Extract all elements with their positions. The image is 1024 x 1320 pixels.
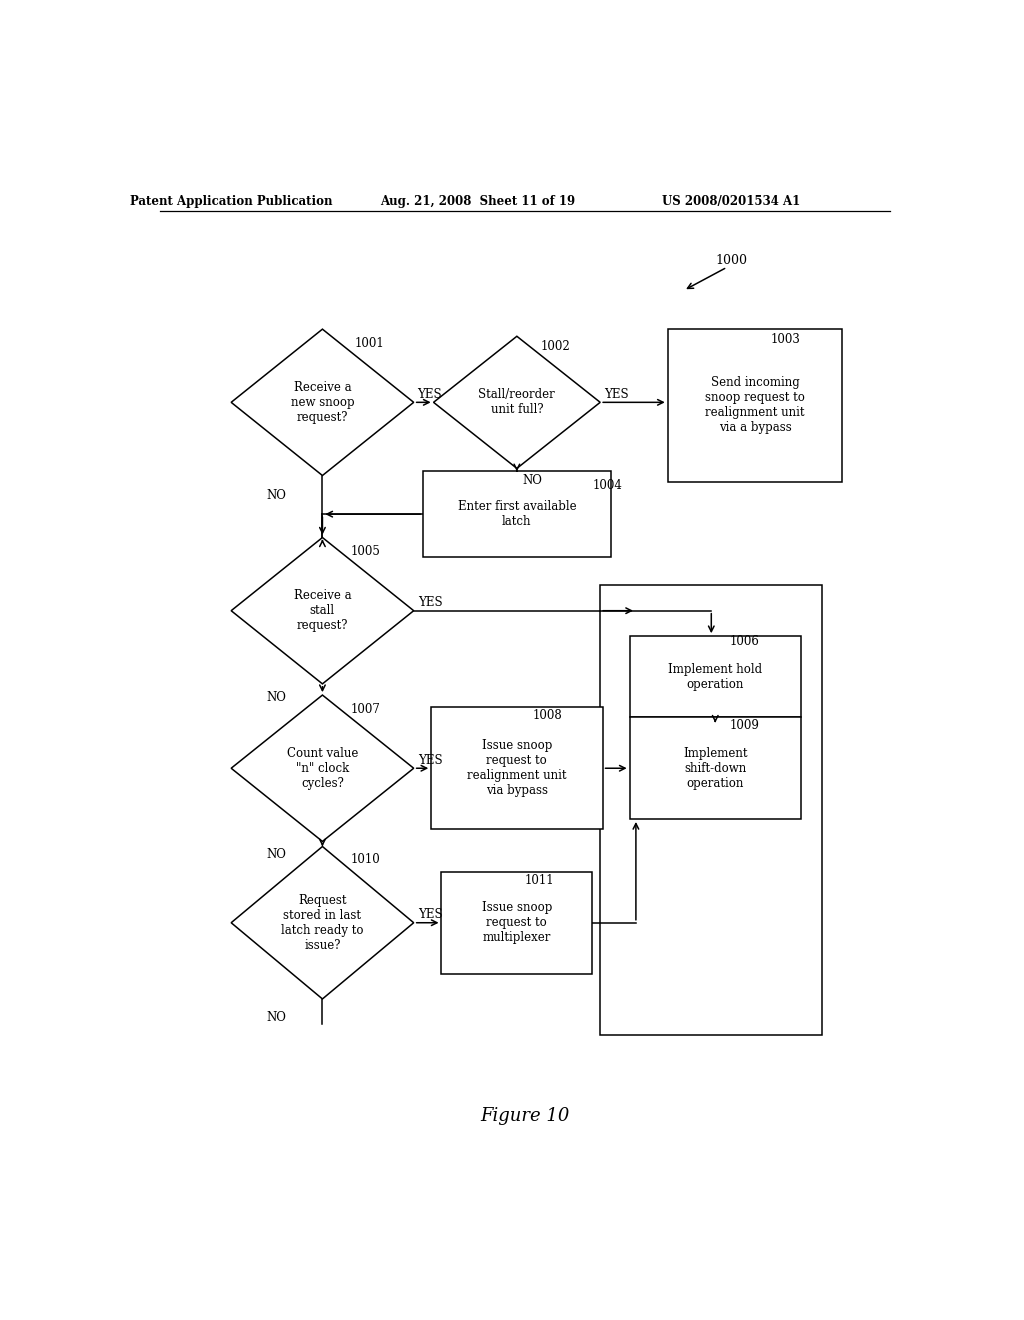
FancyBboxPatch shape [423, 471, 610, 557]
Text: 1005: 1005 [350, 545, 380, 558]
Text: 1010: 1010 [350, 853, 380, 866]
Polygon shape [231, 329, 414, 475]
Text: Patent Application Publication: Patent Application Publication [130, 194, 333, 207]
FancyBboxPatch shape [630, 718, 801, 818]
Text: Enter first available
latch: Enter first available latch [458, 500, 577, 528]
Text: 1004: 1004 [592, 479, 623, 492]
Text: 1006: 1006 [729, 635, 760, 648]
Text: Issue snoop
request to
multiplexer: Issue snoop request to multiplexer [481, 902, 552, 944]
Text: YES: YES [417, 388, 441, 401]
Text: 1009: 1009 [729, 719, 760, 733]
Polygon shape [231, 696, 414, 841]
Text: Send incoming
snoop request to
realignment unit
via a bypass: Send incoming snoop request to realignme… [705, 376, 805, 434]
Polygon shape [231, 846, 414, 999]
Polygon shape [231, 537, 414, 684]
Text: YES: YES [418, 597, 442, 609]
Text: NO: NO [267, 849, 287, 861]
FancyBboxPatch shape [441, 873, 592, 974]
Text: 1002: 1002 [541, 341, 570, 352]
Text: NO: NO [267, 690, 287, 704]
FancyBboxPatch shape [431, 708, 602, 829]
Text: 1001: 1001 [354, 337, 384, 350]
Polygon shape [433, 337, 600, 469]
Text: Receive a
stall
request?: Receive a stall request? [294, 589, 351, 632]
Text: Stall/reorder
unit full?: Stall/reorder unit full? [478, 388, 555, 416]
Text: YES: YES [604, 388, 629, 401]
Text: 1003: 1003 [771, 333, 801, 346]
Text: YES: YES [418, 908, 442, 921]
Text: 1007: 1007 [350, 702, 380, 715]
Text: NO: NO [267, 490, 287, 503]
Text: YES: YES [418, 754, 442, 767]
Text: Count value
"n" clock
cycles?: Count value "n" clock cycles? [287, 747, 358, 789]
Text: NO: NO [522, 474, 543, 487]
Text: Figure 10: Figure 10 [480, 1107, 569, 1125]
Text: Implement
shift-down
operation: Implement shift-down operation [683, 747, 748, 789]
FancyBboxPatch shape [668, 329, 842, 482]
Text: 1000: 1000 [715, 253, 748, 267]
Text: Request
stored in last
latch ready to
issue?: Request stored in last latch ready to is… [282, 894, 364, 952]
FancyBboxPatch shape [630, 636, 801, 718]
FancyBboxPatch shape [600, 585, 822, 1035]
Text: 1011: 1011 [524, 874, 554, 887]
Text: 1008: 1008 [532, 709, 562, 722]
Text: US 2008/0201534 A1: US 2008/0201534 A1 [662, 194, 801, 207]
Text: Implement hold
operation: Implement hold operation [669, 663, 762, 690]
Text: Aug. 21, 2008  Sheet 11 of 19: Aug. 21, 2008 Sheet 11 of 19 [380, 194, 574, 207]
Text: NO: NO [267, 1011, 287, 1024]
Text: Issue snoop
request to
realignment unit
via bypass: Issue snoop request to realignment unit … [467, 739, 566, 797]
Text: Receive a
new snoop
request?: Receive a new snoop request? [291, 381, 354, 424]
